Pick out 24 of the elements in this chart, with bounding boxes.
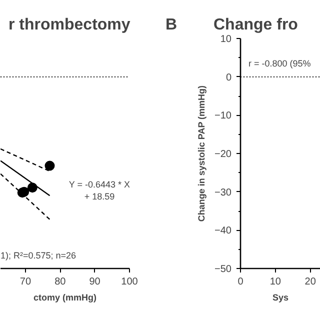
x-axis-title: Sys: [272, 292, 289, 302]
x-tick-label: 100: [121, 276, 138, 288]
y-tick-label: 0: [226, 72, 232, 84]
y-tick-label: −10: [214, 110, 232, 122]
x-tick-label: 80: [54, 276, 66, 288]
x-tick-label: 90: [89, 276, 101, 288]
x-tick-label: 70: [20, 276, 32, 288]
text: B: [166, 16, 178, 34]
annotation: 1); R²=0.575; n=26: [0, 250, 76, 260]
annotation: r = -0.800 (95%: [248, 58, 311, 68]
y-tick-label: −30: [214, 187, 232, 198]
x-tick-label: 20: [304, 276, 316, 288]
y-axis-title: Change in systolic PAP (mmHg): [196, 85, 207, 222]
annotation: Y = -0.6443 * X + 18.59: [68, 180, 130, 202]
y-tick-label: −20: [214, 149, 232, 160]
y-tick-label: −40: [214, 226, 232, 237]
x-tick-label: 10: [270, 276, 282, 288]
y-tick-label: −50: [214, 264, 232, 275]
point: [44, 160, 55, 171]
y-tick-label: 10: [220, 34, 232, 45]
chart-title: Change fro: [214, 16, 298, 34]
x-tick-label: 0: [238, 276, 244, 288]
chart-title: r thrombectomy: [8, 16, 130, 34]
x-axis-title: ctomy (mmHg): [34, 292, 97, 302]
